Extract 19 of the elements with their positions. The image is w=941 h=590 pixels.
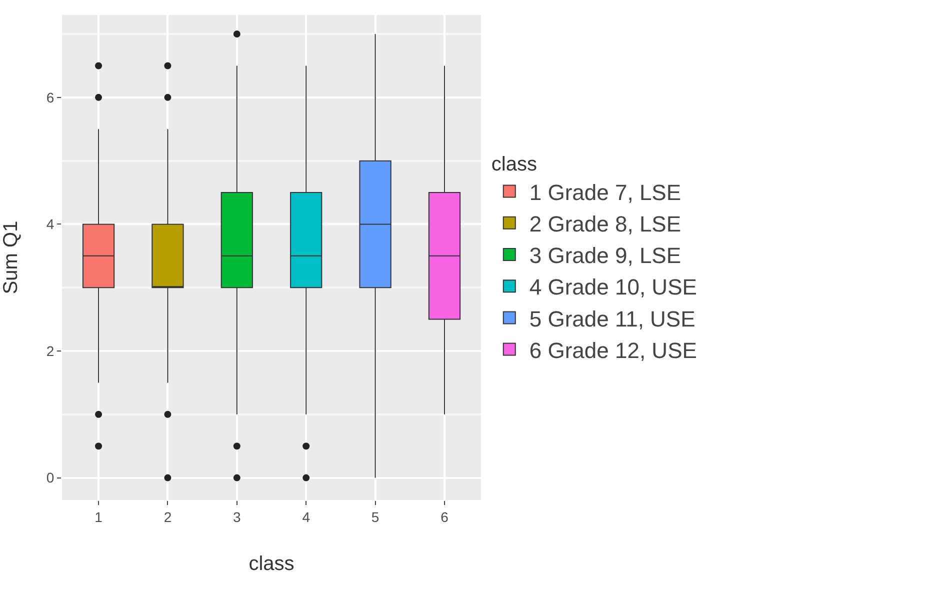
legend-label: 2 Grade 8, LSE bbox=[529, 211, 682, 236]
y-tick-label: 2 bbox=[46, 342, 54, 359]
legend-label: 1 Grade 7, LSE bbox=[529, 180, 682, 205]
x-tick-label: 5 bbox=[371, 508, 380, 525]
legend-label: 4 Grade 10, USE bbox=[529, 274, 697, 300]
x-tick-label: 4 bbox=[302, 508, 310, 525]
x-tick-label: 3 bbox=[233, 508, 241, 525]
legend-title: class bbox=[491, 154, 537, 176]
y-axis-title: Sum Q1 bbox=[0, 220, 22, 294]
y-tick-label: 6 bbox=[46, 89, 54, 106]
legend-label: 5 Grade 11, USE bbox=[529, 306, 696, 332]
x-tick-label: 6 bbox=[440, 508, 449, 525]
x-tick-label: 1 bbox=[94, 508, 103, 525]
y-tick-label: 4 bbox=[46, 216, 54, 232]
y-tick-label: 0 bbox=[46, 470, 54, 486]
legend-label: 3 Grade 9, LSE bbox=[529, 243, 682, 268]
legend-label: 6 Grade 12, USE bbox=[529, 338, 697, 363]
x-axis-title: class bbox=[248, 553, 294, 575]
x-tick-label: 2 bbox=[164, 508, 172, 525]
